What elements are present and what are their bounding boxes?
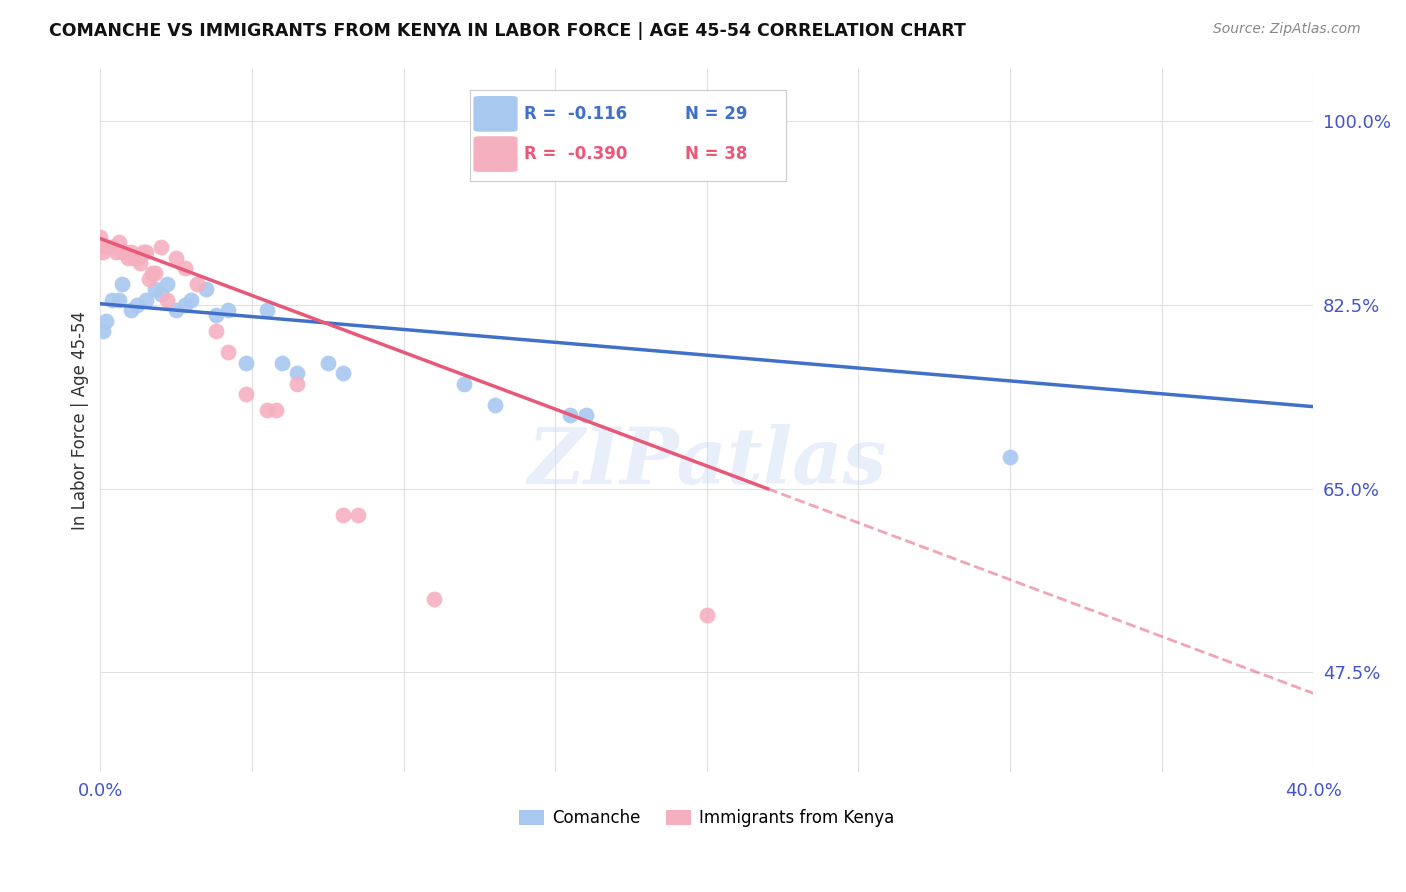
Point (347, 508, 370, 522)
Text: COMANCHE VS IMMIGRANTS FROM KENYA IN LABOR FORCE | AGE 45-54 CORRELATION CHART: COMANCHE VS IMMIGRANTS FROM KENYA IN LAB… (49, 22, 966, 40)
Point (114, 245, 136, 260)
Point (316, 355, 339, 369)
Point (93, 324, 115, 338)
Point (235, 387, 257, 401)
Point (96, 240, 118, 254)
Point (110, 277, 132, 291)
Point (125, 298, 148, 312)
Point (156, 277, 179, 291)
Point (484, 398, 506, 412)
Point (195, 282, 218, 296)
Point (107, 235, 129, 249)
Point (332, 508, 354, 522)
Y-axis label: In Labor Force | Age 45-54: In Labor Force | Age 45-54 (72, 310, 89, 530)
Point (132, 245, 155, 260)
Point (93, 245, 115, 260)
Point (235, 355, 257, 369)
Point (332, 366, 354, 380)
Point (589, 156, 612, 170)
Point (423, 591, 446, 606)
Point (89, 229, 111, 244)
Point (256, 402, 278, 417)
Point (104, 245, 127, 260)
Point (165, 303, 187, 318)
Point (174, 260, 197, 275)
Point (143, 266, 166, 280)
Point (128, 256, 150, 270)
Point (135, 293, 157, 307)
Point (138, 271, 160, 285)
Point (484, 156, 506, 170)
Point (143, 282, 166, 296)
Point (204, 324, 226, 338)
Point (107, 293, 129, 307)
Point (120, 245, 142, 260)
Point (135, 245, 157, 260)
Point (287, 366, 309, 380)
Text: Source: ZipAtlas.com: Source: ZipAtlas.com (1213, 22, 1361, 37)
Point (165, 251, 187, 265)
Point (180, 293, 202, 307)
Point (217, 345, 239, 359)
Point (150, 287, 173, 301)
Point (186, 277, 208, 291)
Point (122, 251, 145, 265)
Point (174, 298, 197, 312)
Point (98, 240, 121, 254)
Point (156, 293, 179, 307)
Point (264, 402, 287, 417)
Point (117, 251, 139, 265)
Point (665, 161, 688, 176)
Point (101, 293, 124, 307)
Point (453, 376, 475, 391)
Point (110, 245, 132, 260)
Point (217, 303, 239, 318)
Point (696, 607, 718, 622)
Point (150, 240, 173, 254)
Legend: Comanche, Immigrants from Kenya: Comanche, Immigrants from Kenya (513, 803, 901, 834)
Point (560, 408, 582, 422)
Point (256, 303, 278, 318)
Point (101, 240, 124, 254)
Point (96, 313, 118, 327)
Point (271, 355, 294, 369)
Point (998, 450, 1021, 464)
Point (125, 251, 148, 265)
Point (287, 376, 309, 391)
Point (204, 308, 226, 322)
Point (120, 303, 142, 318)
Point (141, 266, 163, 280)
Point (574, 408, 596, 422)
Text: ZIPatlas: ZIPatlas (527, 425, 887, 500)
